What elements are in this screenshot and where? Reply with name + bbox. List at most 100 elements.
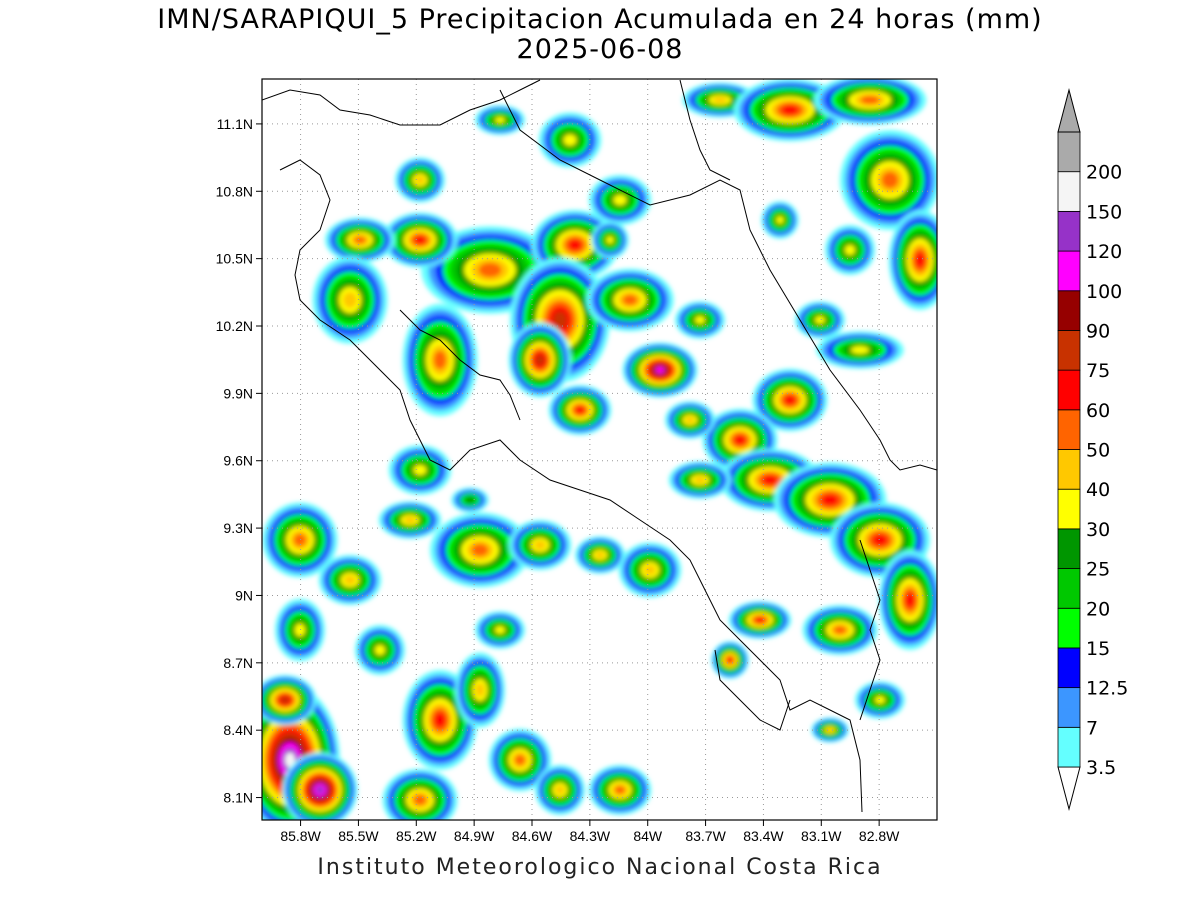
legend-swatch: [1057, 687, 1081, 728]
legend-swatch: [1057, 131, 1081, 173]
precip-contour: [433, 350, 447, 370]
lon-tick-label: 84.9W: [454, 828, 495, 844]
lon-tick-label: 83.7W: [685, 828, 726, 844]
precip-contour: [694, 476, 706, 484]
precip-contour: [553, 311, 567, 329]
map-frame: [261, 78, 938, 821]
legend-swatch: [1057, 250, 1081, 292]
legend-swatch: [1057, 409, 1081, 450]
legend-swatch: [1057, 607, 1081, 649]
precip-contour: [415, 175, 425, 185]
legend-over-arrow: [1057, 88, 1081, 133]
precip-contour: [762, 475, 778, 485]
legend-level-label: 25: [1086, 559, 1110, 581]
legend-level-label: 100: [1086, 281, 1122, 303]
precip-contour: [478, 262, 502, 278]
precip-contour: [655, 366, 665, 374]
lat-tick-label: 8.1N: [223, 790, 253, 806]
precip-contour: [293, 533, 307, 547]
precip-contour: [354, 236, 366, 244]
institution-credit: Instituto Meteorologico Nacional Costa R…: [317, 855, 883, 880]
lat-tick-label: 8.7N: [223, 655, 253, 671]
precip-contour: [694, 316, 706, 324]
legend-swatch: [1057, 528, 1081, 569]
legend-swatch: [1057, 171, 1081, 212]
latitude-axis: 8.1N 8.4N 8.7N 9N 9.3N 9.6N 9.9N 10.2N 10.5N 10.8…: [216, 116, 262, 806]
precipitation-field: [262, 79, 937, 820]
legend-level-label: 50: [1086, 440, 1110, 462]
precip-contour: [613, 194, 627, 206]
precip-contour: [872, 534, 888, 546]
legend-level-label: 20: [1086, 598, 1110, 620]
precip-contour: [614, 785, 626, 795]
lon-tick-label: 82.8W: [859, 828, 900, 844]
precip-contour: [534, 540, 546, 550]
precip-contour: [563, 134, 577, 146]
precip-contour: [575, 406, 585, 414]
map-title: IMN/SARAPIQUI_5 Precipitacion Acumulada …: [157, 4, 1043, 35]
lat-tick-label: 9.3N: [223, 520, 253, 536]
precip-contour: [535, 354, 545, 366]
precip-contour: [595, 551, 605, 559]
color-legend: 3.5 7 12.5 15 20 25 30 40 50 60 75 90 100 120 150 200: [1057, 88, 1128, 811]
coastline-segment: [262, 79, 541, 126]
precip-contour: [734, 435, 746, 445]
legend-swatch: [1057, 210, 1081, 252]
coastline-segment: [714, 649, 791, 731]
lon-tick-label: 85.2W: [396, 828, 437, 844]
precip-contour: [555, 785, 565, 795]
precip-contour: [833, 625, 847, 635]
precip-contour: [413, 794, 427, 806]
lat-tick-label: 10.8N: [216, 183, 253, 199]
precip-contour: [294, 623, 306, 637]
legend-level-label: 60: [1086, 400, 1110, 422]
lon-tick-label: 84W: [633, 828, 663, 844]
lon-tick-label: 83.1W: [801, 828, 842, 844]
precip-contour: [343, 291, 357, 309]
precip-contour: [915, 252, 925, 268]
precip-contour: [821, 494, 839, 506]
legend-swatch: [1057, 568, 1081, 609]
legend-level-label: 150: [1086, 201, 1122, 223]
legend-level-label: 3.5: [1086, 757, 1116, 779]
lon-tick-label: 85.5W: [338, 828, 379, 844]
precip-contour: [776, 216, 784, 224]
precip-contour: [755, 617, 765, 623]
precip-contour: [494, 116, 506, 124]
precip-contour: [727, 657, 733, 663]
lon-tick-label: 84.6W: [512, 828, 553, 844]
legend-swatch: [1057, 290, 1081, 331]
precip-contour: [404, 516, 416, 524]
lat-tick-label: 9.9N: [223, 385, 253, 401]
coastline-segment: [279, 159, 863, 813]
precip-contour: [374, 644, 386, 656]
lat-tick-label: 9N: [235, 587, 253, 603]
precip-contour: [905, 592, 915, 608]
precip-contour: [850, 346, 870, 354]
longitude-axis: 85.8W 85.5W 85.2W 84.9W 84.6W 84.3W 84W 83.7W 83…: [280, 820, 900, 844]
lat-lon-grid: [262, 79, 937, 820]
precip-contour: [465, 496, 475, 504]
precip-contour: [284, 752, 296, 768]
precip-contour: [781, 105, 799, 115]
coastline-segment: [399, 309, 521, 421]
lat-tick-label: 10.5N: [216, 251, 253, 267]
precip-contour: [860, 95, 880, 105]
lon-tick-label: 83.4W: [743, 828, 784, 844]
precip-contour: [606, 236, 614, 244]
legend-level-label: 75: [1086, 360, 1110, 382]
legend-level-label: 40: [1086, 479, 1110, 501]
legend-level-label: 120: [1086, 241, 1122, 263]
precip-contour: [414, 235, 426, 245]
precip-contour: [881, 171, 899, 189]
legend-level-label: 200: [1086, 162, 1122, 184]
legend-swatch: [1057, 449, 1081, 490]
precip-contour: [471, 543, 489, 557]
legend-level-label: 90: [1086, 320, 1110, 342]
precip-contour: [814, 316, 826, 324]
legend-level-label: 12.5: [1086, 678, 1128, 700]
precip-contour: [315, 785, 325, 795]
precip-contour: [713, 96, 727, 104]
coastline-segment: [859, 539, 881, 721]
legend-swatch: [1057, 330, 1081, 371]
